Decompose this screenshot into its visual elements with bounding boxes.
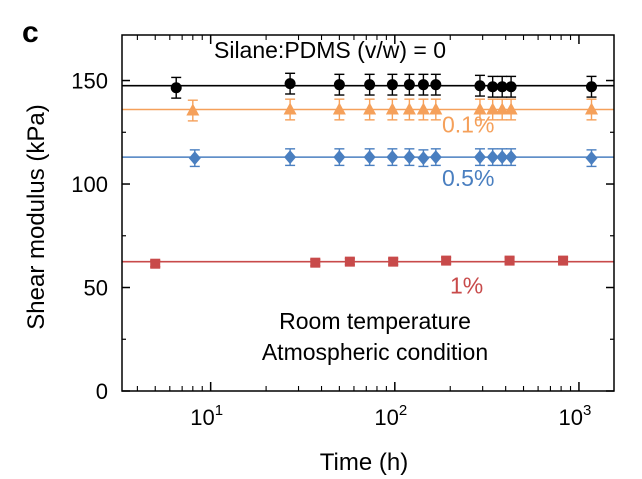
data-point-circle [474,80,486,92]
panel-label: c [22,16,39,49]
data-point-diamond [496,150,509,165]
data-point-circle [417,79,429,91]
data-point-circle [170,82,182,94]
data-point-circle [505,81,517,93]
data-point-diamond [188,151,201,166]
y-tick-label: 0 [96,379,108,404]
data-point-triangle [363,102,377,115]
data-point-triangle [495,102,509,115]
data-point-circle [487,81,499,93]
y-axis-label: Shear modulus (kPa) [23,104,50,329]
x-axis-label: Time (h) [320,449,408,476]
data-point-square [150,258,161,269]
data-point-circle [386,79,398,91]
data-point-triangle [504,102,518,115]
data-point-triangle [332,102,346,115]
data-point-diamond [473,150,486,165]
data-point-diamond [585,151,598,166]
axes: 0 50 100 150 101 102 103 [71,35,614,430]
data-point-triangle [385,102,399,115]
data-point-circle [403,79,415,91]
data-point-square [504,255,515,266]
data-point-square [441,255,452,266]
data-point-triangle [486,102,500,115]
data-point-circle [430,79,442,91]
data-point-diamond [363,150,376,165]
data-point-circle [333,79,345,91]
y-tick-label: 100 [71,172,108,197]
data-point-circle [284,78,296,90]
y-tick-label: 150 [71,69,108,94]
data-point-triangle [186,103,200,116]
data-point-triangle [429,102,443,115]
annotation-label: 1% [450,273,483,299]
error-bars [150,72,597,268]
annotation-label: 0.1% [442,111,494,137]
data-point-triangle [416,102,430,115]
data-point-triangle [402,102,416,115]
data-point-diamond [505,150,518,165]
annotation-label: 0.5% [442,165,494,191]
data-point-square [344,256,355,267]
data-point-circle [496,81,508,93]
x-tick-label: 103 [559,402,592,430]
data-point-diamond [417,151,430,166]
data-point-triangle [283,102,297,115]
data-point-circle [364,79,376,91]
y-tick-label: 50 [84,276,108,301]
data-point-diamond [403,150,416,165]
x-tick-label: 101 [190,402,223,430]
x-tick-label: 102 [374,402,407,430]
annotation-label: Room temperature [279,308,471,334]
annotations: Silane:PDMS (v/w) = 0 0.1% 0.5% 1% Room temp… [214,37,494,365]
data-point-diamond [333,150,346,165]
plot-frame [121,34,615,392]
annotation-label: Atmospheric condition [262,339,488,365]
data-point-diamond [486,150,499,165]
data-point-triangle [473,102,487,115]
data-point-square [310,257,321,268]
data-point-triangle [585,102,599,115]
data-point-circle [586,81,598,93]
data-point-square [388,256,399,267]
data-point-square [558,255,569,266]
data-point-diamond [429,150,442,165]
data-point-diamond [386,150,399,165]
annotation-label: Silane:PDMS (v/w) = 0 [214,37,446,63]
data-markers [150,78,599,269]
data-point-diamond [284,150,297,165]
